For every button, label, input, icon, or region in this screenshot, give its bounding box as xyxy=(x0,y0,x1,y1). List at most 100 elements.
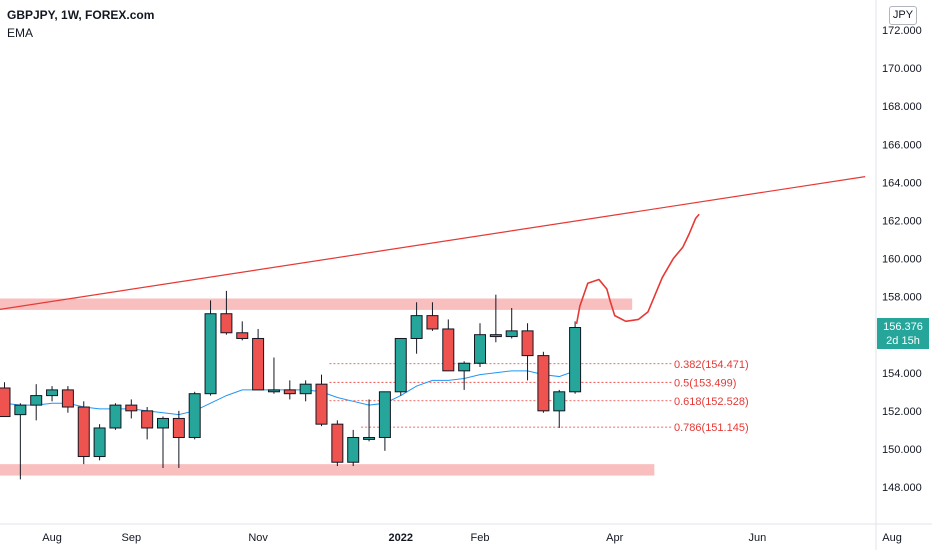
time-axis-label: 2022 xyxy=(389,532,413,544)
candle xyxy=(220,290,233,335)
candle xyxy=(347,429,360,467)
time-axis-label: Feb xyxy=(471,532,490,544)
candle-body xyxy=(537,355,550,412)
candle xyxy=(125,399,138,419)
candle xyxy=(410,302,423,354)
candle-body xyxy=(157,417,169,429)
time-axis-label: Aug xyxy=(42,532,62,544)
candle xyxy=(14,403,27,480)
time-axis-label: Nov xyxy=(248,532,268,544)
candle-body xyxy=(252,337,265,391)
candle xyxy=(236,321,249,341)
candle xyxy=(157,416,169,468)
horizontal-zone-1 xyxy=(0,464,655,476)
price-axis-label: 148.000 xyxy=(882,482,922,494)
candle-body xyxy=(505,330,518,338)
time-axis-label: Jun xyxy=(749,532,767,544)
candle-body xyxy=(188,393,201,438)
candle xyxy=(93,424,106,461)
candle-body xyxy=(172,417,185,438)
candle xyxy=(505,308,518,339)
candle-body xyxy=(77,406,90,458)
price-axis-label: 160.000 xyxy=(882,254,922,266)
time-axis-label: Apr xyxy=(606,532,623,544)
price-axis-label: 168.000 xyxy=(882,101,922,113)
candle xyxy=(30,384,43,421)
time-axis-label: Sep xyxy=(122,532,142,544)
candle-body xyxy=(474,334,486,364)
candle-body xyxy=(347,436,360,463)
candle xyxy=(77,401,90,465)
candle-body xyxy=(442,328,455,372)
fib-level-label: 0.618(152.528) xyxy=(674,396,749,408)
price-axis-label: 162.000 xyxy=(882,215,922,227)
candle xyxy=(61,386,74,413)
candle xyxy=(299,380,312,402)
candle-body xyxy=(220,313,233,334)
candle xyxy=(442,319,455,372)
candle xyxy=(363,399,376,442)
candle-body xyxy=(93,427,106,458)
candle xyxy=(458,361,471,390)
price-axis-label: 172.000 xyxy=(882,25,922,37)
candle-body xyxy=(378,391,391,438)
candle xyxy=(172,410,185,468)
candle xyxy=(252,328,265,391)
indicator-label[interactable]: EMA xyxy=(7,26,34,40)
candle-body xyxy=(0,387,11,418)
price-axis-label: 150.000 xyxy=(882,444,922,456)
candle xyxy=(0,382,11,418)
candle xyxy=(204,300,217,396)
candle-body xyxy=(141,410,154,429)
candle xyxy=(553,389,566,428)
candle-body xyxy=(299,383,312,395)
last-price-badge: 156.376 2d 15h xyxy=(877,318,929,349)
price-axis-label: 158.000 xyxy=(882,292,922,304)
candle-body xyxy=(521,330,534,357)
bar-countdown: 2d 15h xyxy=(886,335,920,347)
candle-body xyxy=(125,404,138,412)
time-axis-label: Aug xyxy=(882,532,902,544)
candle xyxy=(141,407,154,440)
candle-body xyxy=(109,404,122,429)
fib-level-label: 0.5(153.499) xyxy=(674,377,736,389)
symbol-title[interactable]: GBPJPY, 1W, FOREX.com xyxy=(7,8,155,22)
candle xyxy=(521,323,534,381)
projection-drawing xyxy=(575,213,700,325)
fib-level-label: 0.786(151.145) xyxy=(674,422,749,434)
candle xyxy=(283,380,296,400)
candle xyxy=(331,420,344,467)
price-axis-label: 152.000 xyxy=(882,406,922,418)
candle-body xyxy=(315,383,328,425)
candle-body xyxy=(267,389,280,393)
candle-body xyxy=(458,362,471,372)
candle-body xyxy=(46,389,59,397)
candle xyxy=(267,357,280,394)
candle xyxy=(46,386,59,402)
candle-body xyxy=(569,327,582,393)
candle xyxy=(188,391,201,440)
price-axis-label: 154.000 xyxy=(882,368,922,380)
price-axis-label: 166.000 xyxy=(882,139,922,151)
price-axis-label: 164.000 xyxy=(882,177,922,189)
candle xyxy=(569,321,582,394)
last-price-value: 156.376 xyxy=(883,321,923,333)
candle xyxy=(109,403,122,430)
candle xyxy=(315,374,328,427)
candle-body xyxy=(283,389,296,395)
candle xyxy=(394,337,407,396)
fib-level-label: 0.382(154.471) xyxy=(674,359,749,371)
candle-body xyxy=(489,334,502,338)
currency-badge[interactable]: JPY xyxy=(889,6,917,25)
candle-body xyxy=(30,395,43,406)
trend-line xyxy=(0,176,866,310)
candle-body xyxy=(553,391,566,412)
candle xyxy=(426,302,439,331)
candle xyxy=(474,323,486,368)
candle-body xyxy=(426,315,439,330)
candle-body xyxy=(204,313,217,395)
horizontal-zone-0 xyxy=(0,298,633,310)
candle-body xyxy=(14,404,27,416)
